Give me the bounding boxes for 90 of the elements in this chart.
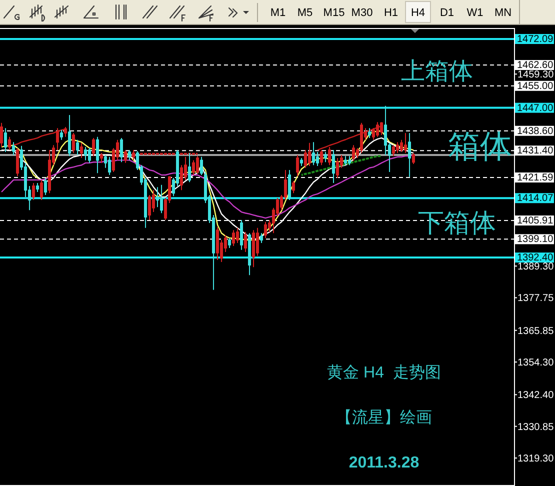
candlestick	[36, 182, 39, 192]
candlestick	[0, 122, 3, 148]
candlestick	[236, 227, 239, 244]
candlestick	[8, 136, 11, 151]
annotation: 上箱体	[401, 59, 473, 85]
candlestick	[368, 128, 371, 138]
line-series	[0, 154, 414, 219]
ref-line-label: 1447.00	[517, 102, 554, 114]
y-tick-label: 1354.30	[518, 358, 554, 369]
ref-line-label: 1399.10	[517, 234, 554, 246]
candlestick	[132, 150, 135, 161]
ref-line-label: 1431.40	[517, 146, 554, 157]
candlestick	[392, 144, 395, 157]
text: H1	[384, 7, 398, 19]
candlestick	[332, 150, 335, 184]
candlestick	[408, 132, 411, 178]
candlestick	[336, 158, 339, 179]
candlestick	[124, 150, 127, 164]
text: 【流星】绘画	[336, 408, 432, 426]
ref-line-label: 1462.60	[517, 60, 554, 72]
candlestick	[84, 146, 87, 161]
candlestick	[12, 142, 15, 156]
candlestick	[264, 221, 267, 239]
y-tick-label: 1389.30	[518, 262, 554, 273]
annotation: 2011.3.28	[348, 454, 420, 472]
candlestick	[192, 160, 195, 176]
candlestick	[348, 156, 351, 166]
candlestick	[40, 179, 43, 200]
candlestick	[404, 132, 407, 154]
ref-line-label: 1438.60	[517, 126, 554, 137]
candlestick	[100, 152, 103, 164]
y-tick-label: 1377.75	[518, 293, 554, 304]
candlestick	[296, 154, 299, 177]
candlestick	[88, 148, 91, 164]
line-series	[12, 128, 66, 146]
candlestick	[96, 136, 99, 174]
candlestick	[160, 184, 163, 214]
text: M15	[323, 7, 345, 19]
candlestick	[44, 178, 47, 196]
text: MN	[494, 7, 512, 19]
ref-line-label: 1421.59	[517, 172, 554, 184]
candlestick	[240, 219, 243, 250]
candlestick	[108, 156, 111, 176]
y-tick-label: 1459.30	[518, 70, 554, 81]
y-tick-label: 1330.85	[518, 422, 554, 433]
candlestick	[72, 132, 75, 154]
y-tick-label: 1342.40	[518, 390, 554, 402]
candlestick	[4, 128, 7, 152]
ref-line-label: 1472.09	[517, 34, 554, 45]
y-tick-label: 1365.85	[518, 326, 554, 337]
candlestick	[292, 180, 295, 194]
candlestick	[308, 142, 311, 166]
ref-line-label: 1414.07	[517, 193, 554, 204]
candlestick	[232, 230, 235, 247]
line-series	[300, 155, 382, 176]
candlestick	[200, 156, 203, 176]
candlestick	[412, 152, 415, 165]
candlestick	[248, 232, 251, 276]
candlestick	[76, 139, 79, 156]
text: W1	[466, 7, 484, 19]
candlestick	[60, 130, 63, 140]
candlestick	[92, 137, 95, 157]
candlestick	[32, 182, 35, 200]
candlestick	[312, 142, 315, 166]
candlestick	[288, 170, 291, 200]
candlestick	[260, 232, 263, 244]
candlestick	[352, 144, 355, 162]
candlestick	[188, 152, 191, 183]
candlestick	[300, 158, 303, 166]
candlestick	[216, 226, 219, 261]
text: M30	[351, 7, 373, 19]
text: D1	[440, 7, 454, 19]
ref-line-label: 1455.00	[517, 80, 554, 92]
ref-line-label: 1392.40	[517, 252, 554, 264]
candlestick	[344, 156, 347, 166]
text: H4	[410, 7, 426, 19]
candlestick	[244, 232, 247, 253]
candlestick	[120, 137, 123, 163]
candlestick	[228, 238, 231, 248]
ref-line-label: 1405.91	[517, 215, 554, 226]
candlestick	[68, 114, 71, 157]
candlestick	[396, 142, 399, 154]
text: M1	[270, 7, 286, 19]
candlestick	[252, 230, 255, 268]
y-tick-label: 1319.30	[518, 454, 554, 465]
text: M5	[297, 7, 313, 19]
candlestick	[324, 151, 327, 163]
candlestick	[80, 142, 83, 158]
text: 黄金 H4 走势图	[327, 364, 441, 382]
candlestick	[128, 150, 131, 161]
